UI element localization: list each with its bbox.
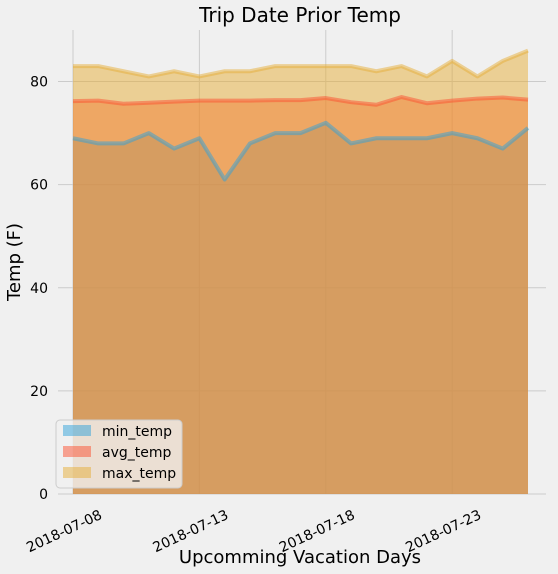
line-avg_temp <box>72 95 529 107</box>
y-tick-label: 60 <box>30 178 48 194</box>
y-tick-label: 40 <box>30 281 48 297</box>
legend-swatch-avg_temp <box>63 446 91 457</box>
y-tick-label: 0 <box>39 487 48 503</box>
legend-swatch-min_temp <box>63 425 91 436</box>
y-axis-ticks: 0 20 40 60 80 <box>30 75 48 503</box>
line-max_temp <box>73 48 529 79</box>
legend-label-avg_temp: avg_temp <box>102 445 171 461</box>
area-series <box>73 50 528 495</box>
legend-label-max_temp: max_temp <box>102 466 176 482</box>
y-axis-title: Temp (F) <box>4 223 25 302</box>
legend-swatch-max_temp <box>63 467 91 478</box>
chart-title: Trip Date Prior Temp <box>198 3 401 27</box>
legend: min_temp avg_temp max_temp <box>55 419 183 489</box>
x-axis-title: Upcomming Vacation Days <box>179 547 421 568</box>
legend-label-min_temp: min_temp <box>102 424 172 440</box>
area-max_temp <box>73 50 528 494</box>
y-tick-label: 20 <box>30 384 48 400</box>
line-min_temp <box>72 120 530 182</box>
series-lines <box>72 48 530 182</box>
y-tick-label: 80 <box>30 75 48 91</box>
